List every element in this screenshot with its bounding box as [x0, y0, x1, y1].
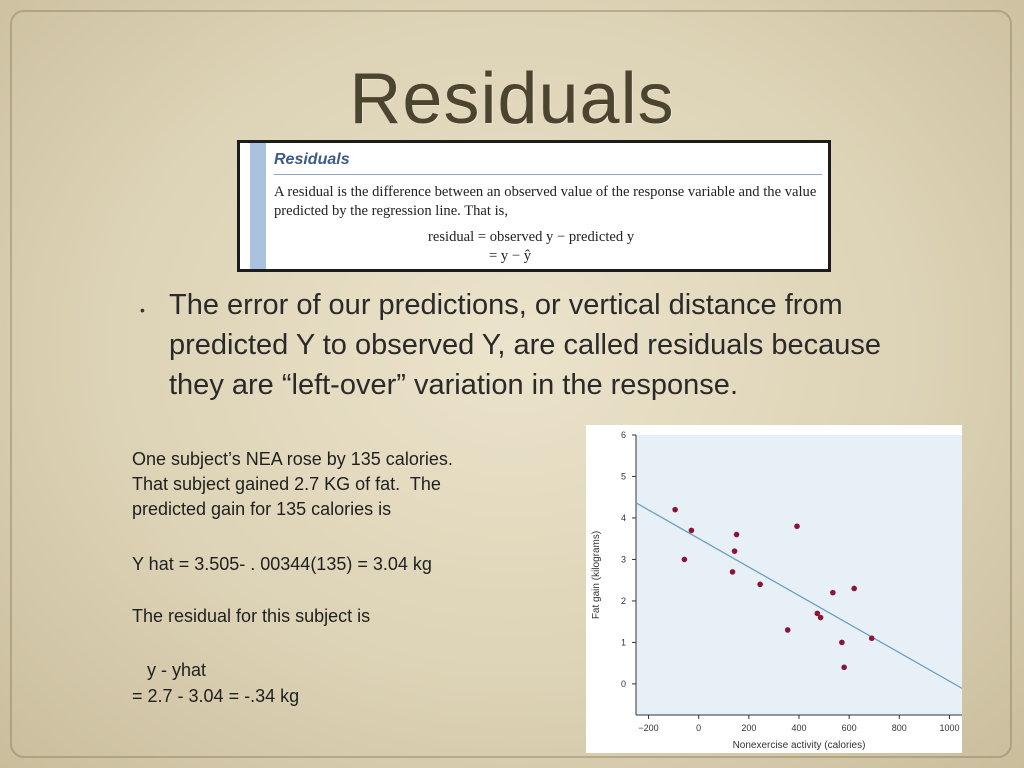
data-point: [817, 614, 824, 621]
x-tick-label: 600: [842, 723, 857, 733]
definition-box: Residuals A residual is the difference b…: [237, 140, 831, 272]
x-tick-label: 1000: [939, 723, 959, 733]
data-point: [731, 548, 738, 554]
y-tick-label: 6: [621, 430, 626, 440]
body-line: One subject’s NEA rose by 135 calories.: [132, 449, 453, 469]
definition-text: A residual is the difference between an …: [274, 184, 817, 219]
x-tick-label: 800: [892, 723, 907, 733]
scatter-plot-svg: −200 0 200 400 600 800 1000 0 1 2 3 4 5 6 Nonexercise …: [591, 430, 962, 751]
bullet-marker: •: [140, 302, 145, 318]
y-tick-label: 4: [621, 513, 626, 523]
y-axis-label: Fat gain (kilograms): [591, 531, 602, 619]
x-tick-label: 400: [791, 723, 806, 733]
data-point: [784, 627, 791, 633]
x-tick-label: −200: [638, 723, 658, 733]
data-point: [841, 664, 847, 671]
y-tick-label: 5: [621, 471, 626, 481]
scatter-chart: −200 0 200 400 600 800 1000 0 1 2 3 4 5 6 Nonexercise …: [586, 425, 962, 753]
data-point: [814, 610, 821, 617]
definition-equation-line2: = y − ŷ: [489, 248, 531, 264]
body-line: = 2.7 - 3.04 = -.34 kg: [132, 686, 300, 706]
slide-frame: [10, 10, 1012, 758]
definition-divider: [274, 174, 822, 175]
y-tick-label: 3: [621, 554, 626, 564]
body-line: predicted gain for 135 calories is: [132, 499, 392, 519]
data-point: [830, 589, 836, 596]
data-point: [672, 506, 678, 513]
y-tick-label: 0: [621, 679, 626, 689]
regression-line: [635, 502, 962, 689]
body-line: That subject gained 2.7 KG of fat. The: [132, 474, 441, 494]
data-point: [868, 635, 875, 642]
data-point: [839, 639, 845, 646]
slide-title: Residuals: [349, 59, 675, 139]
bullet-text: The error of our predictions, or vertica…: [169, 289, 882, 401]
definition-equation-line1: residual = observed y − predicted y: [428, 229, 635, 245]
body-line: Y hat = 3.505- . 00344(135) = 3.04 kg: [132, 554, 432, 574]
body-line: The residual for this subject is: [132, 606, 371, 626]
plot-area: [636, 435, 962, 715]
data-point: [794, 523, 800, 530]
y-tick-label: 2: [621, 596, 626, 606]
x-tick-label: 200: [741, 723, 756, 733]
data-point: [729, 569, 736, 575]
data-point: [733, 531, 740, 538]
data-point: [681, 556, 688, 563]
data-point: [851, 585, 857, 592]
data-point: [688, 527, 695, 534]
y-tick-label: 1: [621, 637, 626, 647]
definition-heading: Residuals: [274, 151, 350, 168]
definition-box-stripe: [250, 143, 266, 269]
body-line: y - yhat: [132, 660, 207, 680]
x-axis-label: Nonexercise activity (calories): [733, 740, 866, 751]
x-tick-label: 0: [696, 723, 701, 733]
data-point: [757, 581, 763, 588]
